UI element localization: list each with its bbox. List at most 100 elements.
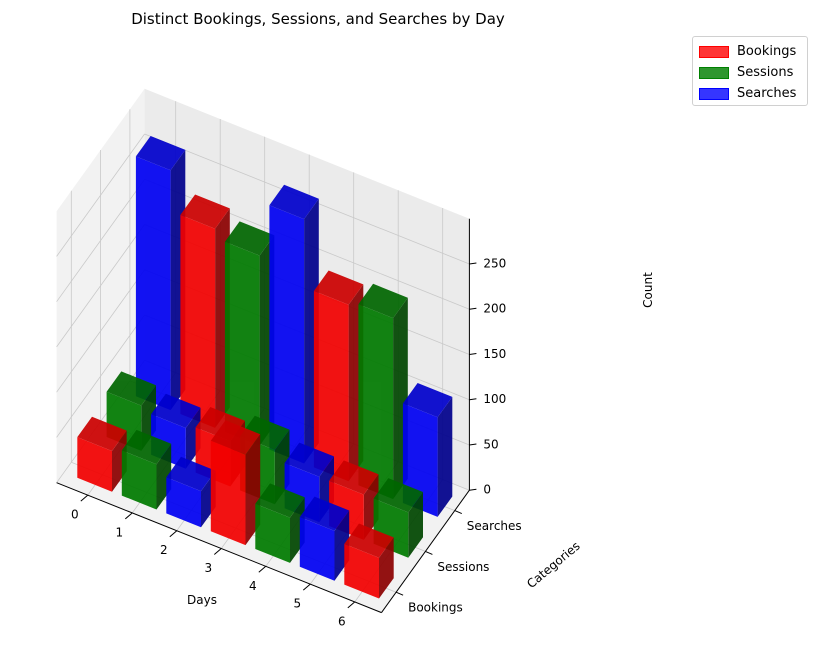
bar-front-face (166, 477, 201, 528)
grid-line-z (56, 314, 145, 438)
grid-line-z (56, 133, 145, 257)
y-tick (395, 591, 404, 596)
z-tick-label-0: 0 (483, 483, 491, 497)
y-tick (454, 510, 462, 515)
x-tick-label-5: 5 (293, 597, 301, 611)
bar-bookings-day4-searches (313, 270, 364, 482)
bar-top-face (255, 483, 305, 518)
z-tick-label-250: 250 (483, 257, 506, 271)
legend-label-sessions: Sessions (737, 65, 794, 80)
bar-front-face (77, 437, 112, 492)
z-tick (469, 488, 477, 491)
bar-front-face (180, 214, 216, 428)
grid-line-z (56, 179, 145, 302)
x-tick (124, 512, 133, 520)
bar-top-face (402, 383, 453, 418)
bar-front-face (358, 304, 394, 500)
bar-group (77, 136, 453, 599)
bar-sessions-day5-searches (358, 283, 408, 500)
bar-top-face (269, 184, 319, 220)
x-axis-label: Days (187, 593, 217, 607)
bar-side-face (408, 492, 423, 558)
chart-title: Distinct Bookings, Sessions, and Searche… (131, 10, 505, 28)
y-tick-label-sessions: Sessions (437, 560, 489, 574)
bar-front-face (344, 543, 379, 599)
z-tick-label-200: 200 (483, 302, 506, 316)
bar-top-face (373, 478, 423, 513)
bar-side-face (437, 396, 453, 517)
z-tick-label-100: 100 (483, 392, 506, 406)
bar-sessions-day4-bookings (255, 483, 305, 563)
bar-sessions-day2-searches (224, 221, 275, 446)
legend-swatch-searches (699, 87, 729, 100)
z-tick-label-50: 50 (483, 438, 498, 452)
bar-top-face (224, 221, 275, 256)
z-tick (469, 307, 477, 310)
y-tick (425, 550, 433, 555)
bar-top-face (151, 393, 201, 428)
x-tick-label-6: 6 (338, 614, 346, 628)
bar-top-face (344, 523, 394, 558)
x-tick-label-2: 2 (160, 543, 168, 557)
bar-side-face (112, 430, 127, 492)
x-tick (80, 494, 89, 502)
x-tick (302, 583, 311, 591)
x-tick-label-4: 4 (249, 579, 257, 593)
z-tick (469, 262, 477, 265)
legend-item-bookings: Bookings (699, 41, 801, 62)
bar-top-face (240, 415, 290, 450)
bar-front-face (313, 290, 349, 482)
bar-bookings-day0-bookings (77, 416, 127, 492)
z-tick (469, 443, 477, 446)
bar-bookings-day6-bookings (344, 523, 394, 599)
bar-top-face (284, 442, 334, 477)
y-axis-label: Categories (524, 539, 583, 591)
legend-swatch-bookings (699, 45, 729, 58)
x-tick (347, 601, 356, 609)
z-tick (469, 398, 477, 401)
x-tick-label-3: 3 (204, 561, 212, 575)
legend-item-sessions: Sessions (699, 62, 801, 83)
x-tick-label-1: 1 (115, 525, 123, 539)
legend-label-bookings: Bookings (737, 44, 797, 59)
bar-front-face (121, 450, 157, 510)
bar-front-face (299, 517, 335, 581)
bar-searches-day0-searches (135, 136, 186, 411)
bar-top-face (77, 416, 127, 451)
bar-front-face (210, 440, 246, 546)
bar-top-face (135, 136, 186, 171)
legend-swatch-sessions (699, 66, 729, 79)
z-axis-label: Count (641, 272, 655, 308)
y-tick-label-bookings: Bookings (408, 601, 463, 615)
grid-line-z (56, 224, 145, 348)
bar-sessions-day1-bookings (121, 429, 172, 510)
z-tick-label-150: 150 (483, 347, 506, 361)
bar-side-face (379, 537, 394, 599)
x-axis-line (56, 482, 382, 614)
x-tick (258, 565, 267, 573)
grid-line-z (56, 269, 145, 393)
bar-front-face (255, 503, 290, 563)
x-tick-label-0: 0 (71, 508, 79, 522)
z-tick (469, 353, 477, 355)
x-tick (213, 548, 222, 555)
bar-top-face (313, 270, 364, 305)
legend: Bookings Sessions Searches (692, 36, 808, 106)
bar-top-face (121, 429, 172, 465)
bar-bookings-day1-searches (180, 194, 230, 428)
legend-label-searches: Searches (737, 86, 797, 101)
bar-front-face (135, 156, 171, 411)
bar-searches-day3-searches (269, 184, 319, 464)
x-tick (169, 530, 178, 538)
y-tick-label-searches: Searches (467, 519, 522, 533)
bar-bookings-day3-bookings (210, 420, 261, 546)
bar-top-face (358, 283, 408, 319)
bar-searches-day5-bookings (299, 496, 350, 581)
bar-top-face (210, 420, 261, 455)
axes: 0 1 2 3 4 5 6 Bookings Sessions Searches 0 50 100 150… (56, 218, 522, 628)
bar-side-face (185, 407, 201, 469)
bar-top-face (180, 194, 230, 229)
legend-item-searches: Searches (699, 83, 801, 104)
